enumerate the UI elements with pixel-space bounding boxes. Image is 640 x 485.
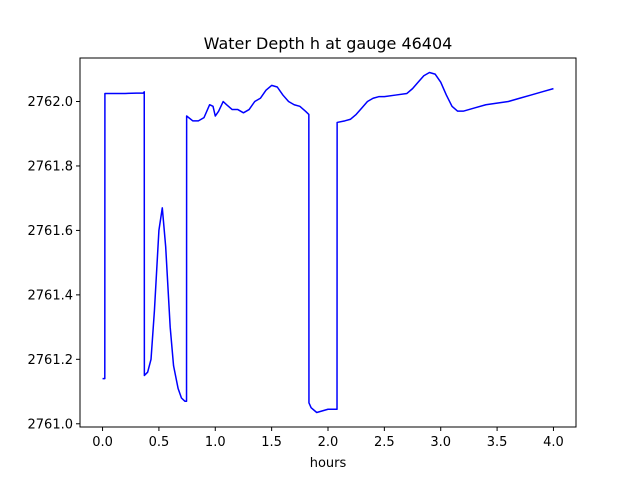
x-tick-label: 4.0: [543, 435, 564, 450]
y-tick-label: 2761.0: [28, 417, 74, 432]
y-tick-label: 2762.0: [28, 95, 74, 110]
y-tick-label: 2761.2: [28, 353, 74, 368]
x-tick-label: 0.5: [149, 435, 170, 450]
y-tick-label: 2761.8: [28, 159, 74, 174]
x-tick-label: 1.0: [205, 435, 226, 450]
series-line-0: [102, 71, 554, 414]
y-tick-label: 2761.6: [28, 224, 74, 239]
x-tick-label: 0.0: [92, 435, 113, 450]
plot-frame: [79, 57, 577, 428]
y-tick-label: 2761.4: [28, 288, 74, 303]
x-tick-label: 1.5: [261, 435, 282, 450]
x-tick-label: 3.0: [430, 435, 451, 450]
plot-axes: 0.0 0.5 1.0 1.5 2.0 2.5 3.0 3.5 4.0 2761.0 2761.2…: [28, 57, 577, 450]
x-axis-label: hours: [310, 456, 347, 471]
chart-title: Water Depth h at gauge 46404: [204, 34, 453, 53]
y-axis-ticks: 2761.0 2761.2 2761.4 2761.6 2761.8 2762.0: [28, 95, 80, 432]
x-tick-label: 2.5: [374, 435, 395, 450]
x-axis-ticks: 0.0 0.5 1.0 1.5 2.0 2.5 3.0 3.5 4.0: [92, 427, 564, 450]
x-tick-label: 3.5: [487, 435, 508, 450]
series-layer: [102, 71, 554, 414]
x-tick-label: 2.0: [318, 435, 339, 450]
